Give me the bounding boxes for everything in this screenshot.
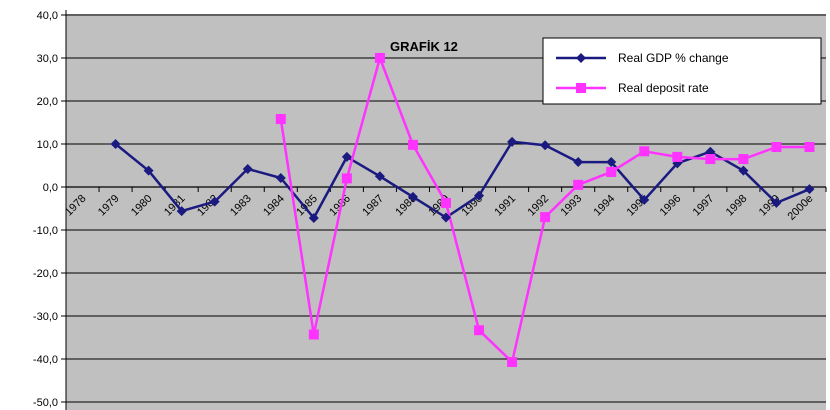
y-tick-label: -40,0 [33, 354, 58, 366]
data-point [738, 154, 749, 165]
data-point [441, 197, 451, 208]
y-tick-label: 0,0 [43, 182, 58, 194]
data-point [308, 329, 319, 340]
data-point [407, 139, 418, 150]
data-point [540, 212, 551, 223]
data-point [738, 165, 749, 176]
data-point [341, 151, 352, 162]
data-point [771, 142, 782, 153]
y-axis: 40,0 30,0 20,0 10,0 0,0 -10,0 -20,0 -30,0 -40,0 -… [33, 10, 67, 410]
data-point [672, 151, 683, 162]
legend-box [542, 37, 822, 105]
data-point [176, 206, 187, 217]
data-point [441, 212, 451, 223]
data-point [804, 142, 815, 153]
legend-label: Real deposit rate [618, 81, 709, 95]
data-point [209, 196, 220, 207]
data-point [804, 184, 815, 195]
data-point [308, 212, 319, 223]
data-point [374, 53, 385, 63]
y-tick-label: -30,0 [33, 311, 58, 323]
data-point [407, 191, 418, 202]
y-tick-label: -10,0 [33, 225, 58, 237]
data-point [573, 179, 584, 190]
data-point [705, 154, 716, 165]
data-point [110, 139, 121, 149]
data-point [507, 136, 518, 147]
legend-label: Real GDP % change [618, 51, 729, 65]
series-points [110, 53, 815, 368]
data-point [474, 190, 485, 201]
data-point [606, 157, 617, 168]
data-point [771, 197, 782, 208]
legend-marker [576, 83, 586, 93]
data-point [639, 146, 650, 157]
data-point [639, 194, 650, 205]
data-point [374, 171, 385, 182]
data-point [573, 157, 584, 168]
chart-title: GRAFİK 12 [390, 39, 458, 54]
data-point [507, 357, 518, 368]
data-point [242, 163, 253, 174]
y-tick-label: 10,0 [37, 139, 58, 151]
y-tick-label: 40,0 [37, 10, 58, 22]
data-point [341, 173, 352, 184]
data-point [143, 165, 154, 176]
y-tick-label: 20,0 [37, 96, 58, 108]
legend-marker [576, 53, 586, 63]
data-point [474, 325, 485, 336]
y-tick-label: -50,0 [33, 397, 58, 409]
data-point [275, 114, 286, 125]
data-point [540, 140, 551, 151]
data-point [275, 172, 286, 183]
y-tick-label: 30,0 [37, 53, 58, 65]
gridlines [66, 14, 826, 403]
legend: Real GDP % change Real deposit rate [542, 37, 822, 105]
y-tick-label: -20,0 [33, 268, 58, 280]
data-point [606, 166, 617, 177]
